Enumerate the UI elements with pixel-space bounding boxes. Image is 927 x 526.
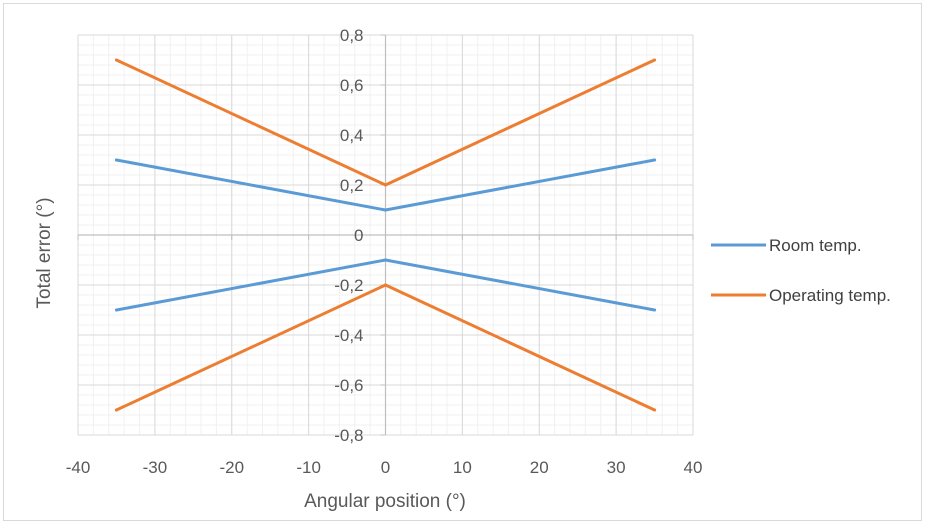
x-tick-label: -30 [143,458,168,477]
y-tick-label: 0,2 [340,176,364,195]
series-layer [114,58,657,412]
x-tick-label: -10 [296,458,321,477]
y-tick-label: 0 [354,226,363,245]
y-tick-label: -0,8 [334,426,363,445]
data-point [114,308,118,312]
data-point [653,158,657,162]
data-point [114,158,118,162]
x-tick-label: 40 [684,458,703,477]
x-tick-label: -40 [66,458,91,477]
y-tick-label: -0,4 [334,326,363,345]
y-tick-label: 0,8 [340,26,364,45]
legend: Room temp. Operating temp. [711,236,891,305]
data-point [384,183,387,187]
data-point [653,308,657,312]
legend-label-operating-temp: Operating temp. [769,286,891,305]
y-tick-label: 0,4 [340,126,364,145]
data-point [653,58,657,62]
x-tick-label: -20 [219,458,244,477]
data-point [384,208,387,212]
x-tick-label: 20 [530,458,549,477]
legend-label-room-temp: Room temp. [769,236,862,255]
y-tick-label: 0,6 [340,76,364,95]
y-tick-label: -0,6 [334,376,363,395]
data-point [114,58,118,62]
x-tick-label: 30 [607,458,626,477]
data-point [384,283,387,287]
y-tick-labels: 0,8 0,6 0,4 0,2 0 -0,2 -0,4 -0,6 -0,8 [334,26,363,445]
y-tick-label: -0,2 [334,276,363,295]
x-axis-title: Angular position (°) [304,491,466,512]
x-tick-labels: -40 -30 -20 -10 0 10 20 30 40 [66,458,703,477]
x-tick-label: 10 [453,458,472,477]
data-point [384,258,387,262]
data-point [114,408,118,412]
y-axis-title: Total error (°) [34,197,55,308]
x-tick-label: 0 [381,458,390,477]
data-point [653,408,657,412]
